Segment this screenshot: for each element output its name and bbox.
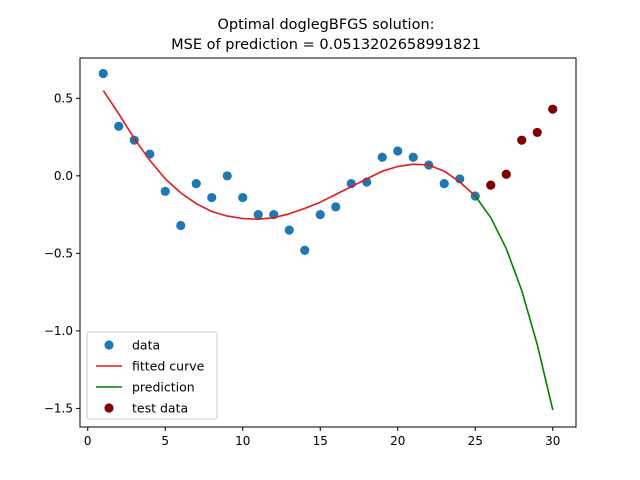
x-axis: 0 5 10 15 20 25 30 — [84, 427, 560, 448]
chart-title-line2: MSE of prediction = 0.0513202658991821 — [171, 37, 481, 53]
legend-swatch-data — [104, 340, 114, 350]
legend-swatch-test-data — [104, 403, 114, 413]
y-tick-label: 0.5 — [54, 91, 73, 105]
x-tick-label: 30 — [545, 434, 560, 448]
data-point — [238, 192, 248, 203]
x-tick-label: 5 — [161, 434, 169, 448]
data-point — [207, 192, 217, 203]
test-data-point — [486, 180, 496, 190]
axes-frame — [79, 57, 577, 428]
legend-label-prediction: prediction — [132, 380, 195, 395]
legend-label-test-data: test data — [132, 401, 188, 416]
test-data-point — [501, 169, 511, 179]
legend-label-data: data — [132, 338, 160, 353]
data-point — [253, 209, 263, 220]
data-point — [284, 225, 294, 235]
x-tick-label: 20 — [390, 434, 405, 448]
data-point — [377, 152, 387, 162]
test-data-point — [548, 104, 558, 114]
data-point — [331, 202, 341, 212]
legend-label-fitted-curve: fitted curve — [132, 359, 205, 374]
x-tick-label: 0 — [84, 434, 92, 448]
legend: data fitted curve prediction test data — [86, 331, 218, 420]
fitted-curve-line — [102, 90, 476, 220]
data-point — [176, 220, 186, 231]
prediction-line — [474, 195, 554, 411]
data-point — [393, 146, 403, 156]
data-point — [315, 209, 325, 220]
data-point — [114, 121, 124, 131]
data-point — [300, 245, 310, 255]
plot-area — [98, 68, 558, 411]
data-point — [222, 171, 232, 181]
x-tick-label: 10 — [235, 434, 250, 448]
data-point — [408, 152, 418, 162]
y-axis: 0.5 0.0 −0.5 −1.0 −1.5 — [44, 91, 80, 415]
y-tick-label: 0.0 — [54, 169, 73, 183]
chart-title-line1: Optimal doglegBFGS solution: — [217, 17, 434, 33]
test-data-point — [517, 135, 527, 145]
y-tick-label: −0.5 — [44, 246, 73, 260]
data-point — [191, 178, 201, 189]
x-tick-label: 15 — [313, 434, 328, 448]
y-tick-label: −1.0 — [44, 324, 73, 338]
data-point — [439, 178, 449, 189]
test-data-point — [532, 127, 542, 138]
data-point — [160, 186, 170, 196]
legend-box — [86, 331, 218, 420]
y-tick-label: −1.5 — [44, 401, 73, 415]
x-tick-label: 25 — [468, 434, 483, 448]
data-point — [145, 149, 155, 159]
data-point — [98, 68, 108, 79]
